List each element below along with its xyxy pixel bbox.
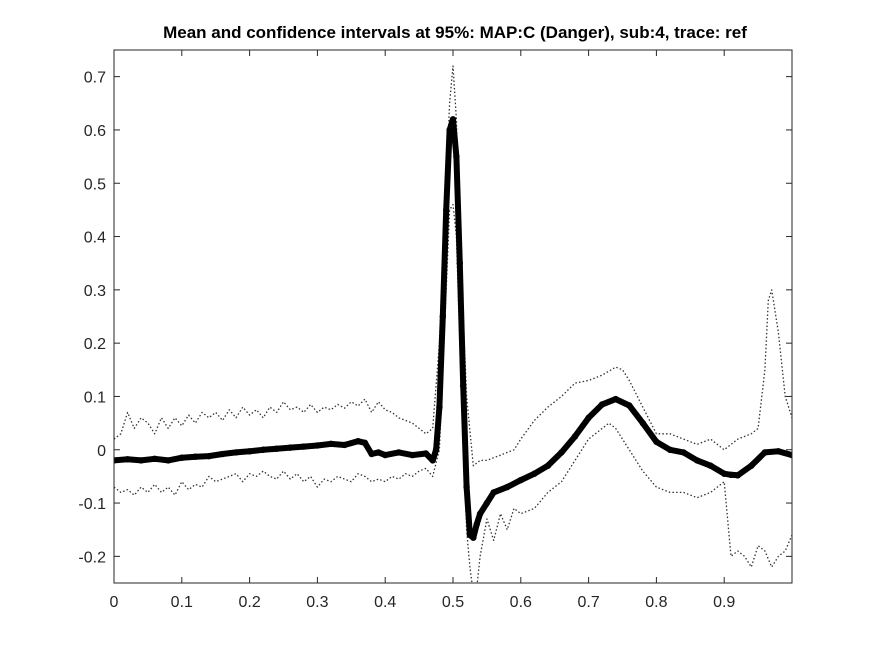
- x-tick-label: 0.4: [374, 594, 396, 611]
- x-tick-label: 0.9: [713, 594, 735, 611]
- mean-point: [300, 443, 308, 450]
- mean-point: [470, 534, 477, 541]
- mean-point: [721, 470, 728, 477]
- x-tick-label: 0.1: [171, 594, 193, 611]
- series-line-ci-upper: [114, 65, 792, 467]
- mean-point: [114, 457, 118, 464]
- y-tick-label: 0: [97, 443, 106, 460]
- series-layer: [114, 65, 792, 583]
- y-tick-label: 0.5: [84, 176, 106, 193]
- mean-point: [137, 457, 145, 464]
- mean-point: [432, 446, 440, 453]
- mean-point: [639, 419, 647, 427]
- chart-title: Mean and confidence intervals at 95%: MA…: [163, 23, 747, 42]
- y-tick-label: -0.1: [78, 496, 106, 513]
- series-line-ci-lower: [114, 203, 792, 583]
- mean-point: [375, 449, 382, 456]
- mean-point: [727, 471, 735, 479]
- mean-point: [666, 446, 674, 453]
- mean-point: [598, 401, 606, 408]
- mean-point: [395, 449, 402, 456]
- mean-point: [626, 402, 633, 409]
- mean-point: [422, 450, 430, 457]
- x-tick-label: 0.8: [645, 594, 667, 611]
- mean-point: [178, 454, 185, 461]
- x-tick-label: 0.3: [306, 594, 328, 611]
- mean-point: [439, 313, 447, 320]
- mean-point: [443, 206, 450, 214]
- mean-point: [490, 489, 497, 496]
- mean-point: [585, 414, 592, 421]
- mean-point: [327, 440, 335, 448]
- mean-point: [273, 445, 280, 452]
- mean-point: [124, 456, 131, 463]
- axis-layer: 0 0.1 0.2 0.3 0.4 0.5 0.6 0.7 0.8 0.9 -0.2 -0.1 0 0.1…: [78, 50, 792, 611]
- mean-point: [775, 448, 782, 455]
- mean-point: [287, 444, 294, 451]
- x-tick-label: 0.7: [577, 594, 599, 611]
- mean-point: [476, 510, 484, 517]
- mean-point: [504, 483, 511, 491]
- mean-point: [429, 457, 436, 464]
- mean-point: [463, 483, 470, 491]
- mean-point: [707, 462, 714, 469]
- mean-point: [354, 438, 362, 445]
- mean-point: [361, 439, 369, 447]
- y-tick-label: 0.3: [84, 283, 106, 300]
- y-tick-label: 0.2: [84, 336, 106, 353]
- mean-point: [219, 450, 226, 458]
- mean-point: [517, 476, 524, 484]
- mean-point: [734, 472, 741, 479]
- mean-point: [151, 455, 158, 463]
- mean-point: [192, 453, 199, 460]
- y-tick-label: 0.4: [84, 230, 106, 247]
- mean-point: [558, 449, 565, 456]
- mean-point: [259, 446, 267, 453]
- mean-point: [341, 441, 348, 449]
- mean-point: [612, 395, 619, 403]
- mean-point: [693, 457, 701, 464]
- x-tick-label: 0.6: [510, 594, 532, 611]
- y-tick-label: 0.1: [84, 389, 106, 406]
- mean-point: [761, 449, 769, 456]
- mean-point: [314, 442, 321, 449]
- mean-point: [531, 470, 538, 477]
- mean-point: [205, 452, 213, 460]
- mean-point: [459, 382, 467, 389]
- mean-point: [653, 438, 660, 445]
- mean-point: [571, 433, 579, 440]
- mean-point: [544, 462, 552, 469]
- y-tick-label: -0.2: [78, 549, 106, 566]
- axes-box: [113, 49, 793, 584]
- mean-point: [436, 403, 443, 411]
- x-tick-label: 0.2: [238, 594, 260, 611]
- y-tick-label: 0.6: [84, 123, 106, 140]
- x-tick-label: 0: [110, 594, 119, 611]
- mean-point: [788, 451, 792, 459]
- mean-point: [446, 126, 453, 134]
- x-tick-label: 0.5: [442, 594, 464, 611]
- y-tick-label: 0.7: [84, 70, 106, 87]
- mean-point: [473, 521, 480, 528]
- mean-point: [680, 449, 687, 456]
- mean-point: [456, 260, 463, 267]
- mean-point: [483, 499, 491, 507]
- mean-point: [246, 448, 253, 455]
- mean-point: [453, 153, 460, 160]
- mean-point: [409, 451, 416, 459]
- mean-point: [232, 449, 240, 456]
- mean-point: [449, 116, 457, 123]
- mean-point: [748, 462, 755, 469]
- mean-point: [382, 451, 389, 459]
- mean-point: [165, 457, 172, 464]
- mean-point: [368, 450, 375, 458]
